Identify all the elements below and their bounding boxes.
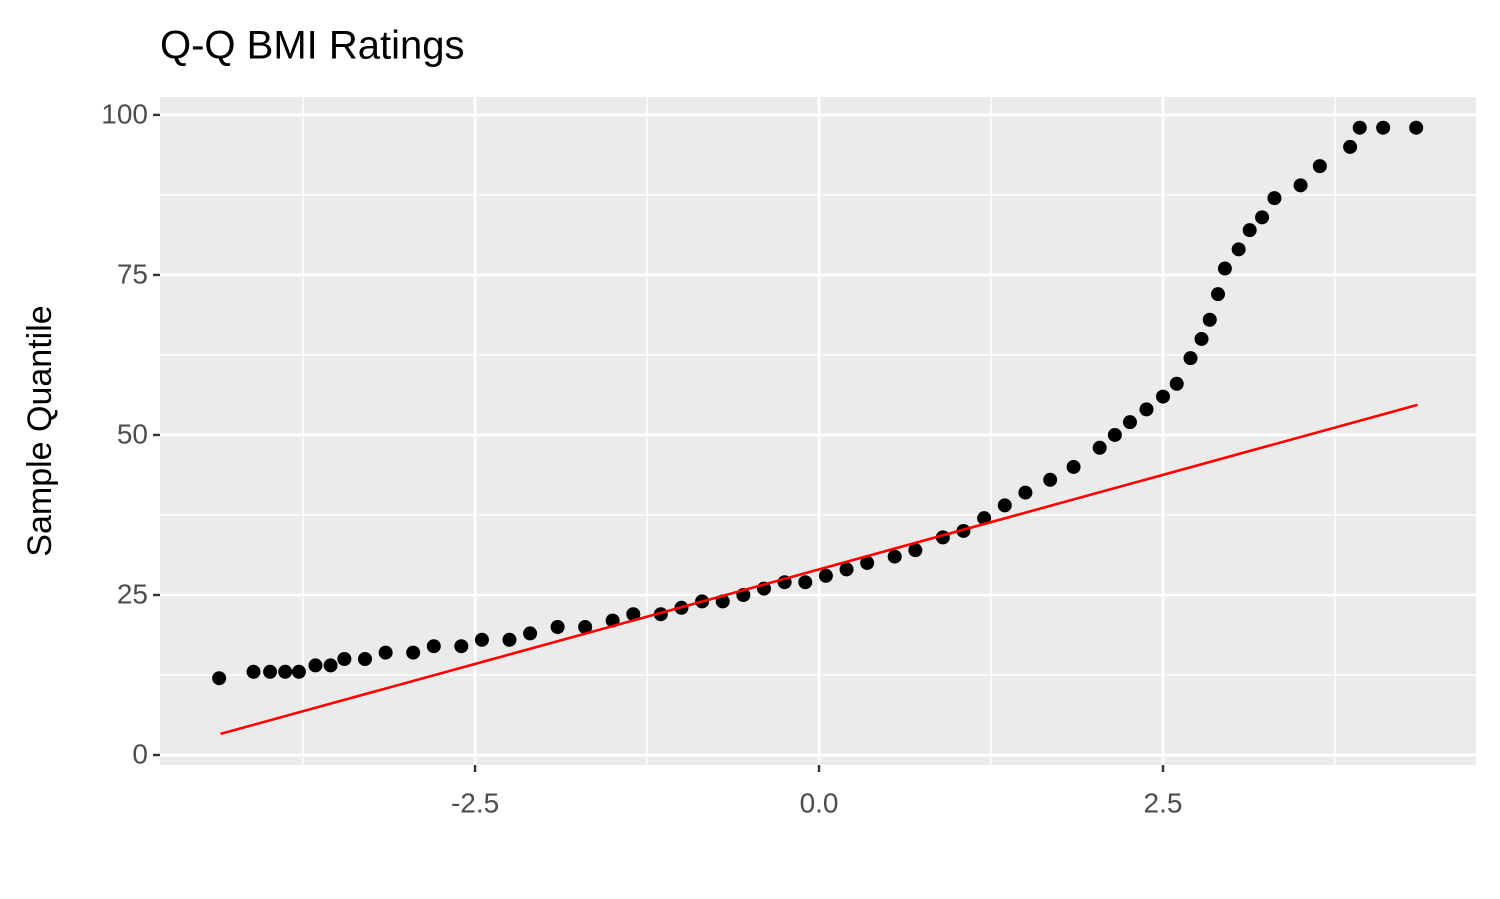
point [323,658,338,673]
point [1066,459,1081,474]
y-tick-label: 25 [117,578,148,609]
y-tick-label: 50 [117,418,148,449]
point [997,498,1012,513]
point [839,562,854,577]
chart-title: Q-Q BMI Ratings [160,24,465,68]
point [1202,312,1217,327]
y-tick-label: 100 [101,98,148,129]
point [887,549,902,564]
point [1293,178,1308,193]
point [1018,485,1033,500]
point [406,645,421,660]
x-tick-label: 0.0 [800,787,839,818]
point [426,639,441,654]
point [578,619,593,634]
point [1217,261,1232,276]
y-axis-label: Sample Quantile [21,305,59,556]
point [378,645,393,660]
point [1122,415,1137,430]
x-tick-label: 2.5 [1144,787,1183,818]
point [263,664,278,679]
point [1267,191,1282,206]
point [1139,402,1154,417]
point [977,511,992,526]
point [454,639,469,654]
point [1092,440,1107,455]
y-tick-label: 75 [117,258,148,289]
point [860,555,875,570]
point [212,671,227,686]
point [1043,472,1058,487]
point [474,632,489,647]
point [1194,331,1209,346]
point [1211,287,1226,302]
point [1231,242,1246,257]
point [550,619,565,634]
point [908,543,923,558]
point [1107,427,1122,442]
point [278,664,293,679]
point [1155,389,1170,404]
point [1376,120,1391,135]
point [1242,223,1257,238]
point [523,626,538,641]
point [818,568,833,583]
point [291,664,306,679]
point [1169,376,1184,391]
point [308,658,323,673]
point [798,575,813,590]
y-tick-label: 0 [132,738,148,769]
point [337,652,352,667]
point [1343,139,1358,154]
point [1255,210,1270,225]
point [1352,120,1367,135]
point [502,632,517,647]
point [1312,159,1327,174]
point [1183,351,1198,366]
point [246,664,261,679]
point [358,652,373,667]
x-tick-label: -2.5 [451,787,499,818]
point [626,607,641,622]
point [1409,120,1424,135]
reference-line [220,403,1418,736]
